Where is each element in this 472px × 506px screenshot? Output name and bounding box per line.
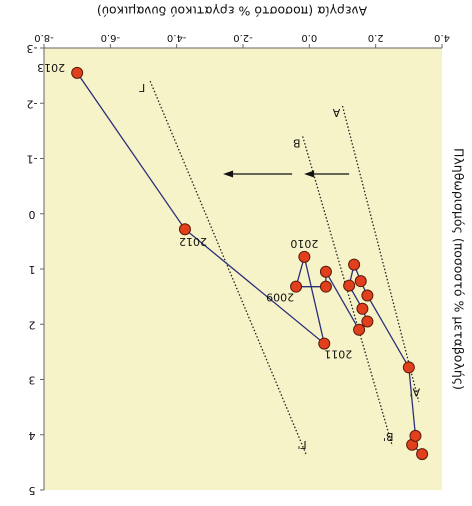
point-label-2009: 2009 xyxy=(266,291,294,304)
shift-arrow-head-1 xyxy=(304,170,315,178)
y-tick-label: -2 xyxy=(27,97,38,110)
x-tick-label: -4.0 xyxy=(167,32,187,43)
data-path xyxy=(76,72,423,455)
reference-line-Γ xyxy=(149,80,307,455)
point-label-2013: 2013 xyxy=(37,61,65,74)
y-tick-label: -1 xyxy=(27,153,38,166)
point-labels: 2009 2010 2011 2012 2013 xyxy=(37,61,352,361)
data-point xyxy=(402,361,415,374)
data-point xyxy=(348,258,361,271)
x-axis-title: Ανεργία (ποσοστό % εργατικού δυναμικού) xyxy=(97,4,367,19)
data-point xyxy=(178,223,191,236)
data-point xyxy=(354,275,367,288)
reference-line-label: Γ xyxy=(138,81,145,94)
data-point xyxy=(409,429,422,442)
y-tick-label: 3 xyxy=(29,374,36,387)
x-tick-label: -6.0 xyxy=(101,32,121,43)
x-tick-label: 2.0 xyxy=(368,32,384,43)
reference-line-label: Γ' xyxy=(297,438,306,451)
reference-line-labels: A A' B B' Γ Γ' xyxy=(138,81,420,451)
data-point xyxy=(353,323,366,336)
y-ticks: 5 4 3 2 1 0 -1 -2 -3 xyxy=(27,42,44,497)
x-tick-label: 0.0 xyxy=(301,32,317,43)
x-tick-label: -2.0 xyxy=(233,32,253,43)
shift-arrows xyxy=(223,170,350,178)
point-label-2012: 2012 xyxy=(179,235,207,248)
reference-line-label: B' xyxy=(383,430,394,443)
y-tick-label: -3 xyxy=(27,42,38,55)
shift-arrow-head-2 xyxy=(223,170,234,178)
data-point xyxy=(298,250,311,263)
data-point xyxy=(361,289,374,302)
data-point xyxy=(416,448,429,461)
data-path-line xyxy=(76,72,423,455)
data-point xyxy=(290,280,303,293)
reference-line-label: A xyxy=(332,106,340,119)
y-tick-label: 1 xyxy=(29,263,36,276)
point-label-2011: 2011 xyxy=(324,348,352,361)
y-tick-label: 2 xyxy=(29,318,36,331)
x-tick-label: -8.0 xyxy=(34,32,54,43)
y-axis-title: Πληθωρισμός (ποσοστό % μεταβολής) xyxy=(452,148,467,390)
data-point xyxy=(343,279,356,292)
x-ticks: 4.0 2.0 0.0 -2.0 -4.0 -6.0 -8.0 xyxy=(34,32,450,48)
data-point xyxy=(318,337,331,350)
data-points xyxy=(71,66,429,461)
data-point xyxy=(71,66,84,79)
y-tick-label: 5 xyxy=(29,484,36,497)
y-tick-label: 4 xyxy=(29,429,36,442)
data-point xyxy=(319,280,332,293)
reference-line-label: B xyxy=(293,136,301,149)
data-point xyxy=(361,315,374,328)
plot-background xyxy=(44,48,442,490)
point-label-2010: 2010 xyxy=(290,237,318,250)
x-tick-label: 4.0 xyxy=(434,32,450,43)
y-tick-label: 0 xyxy=(29,208,36,221)
reference-line-label: A' xyxy=(410,386,421,399)
data-point xyxy=(319,265,332,278)
data-point xyxy=(356,302,369,315)
